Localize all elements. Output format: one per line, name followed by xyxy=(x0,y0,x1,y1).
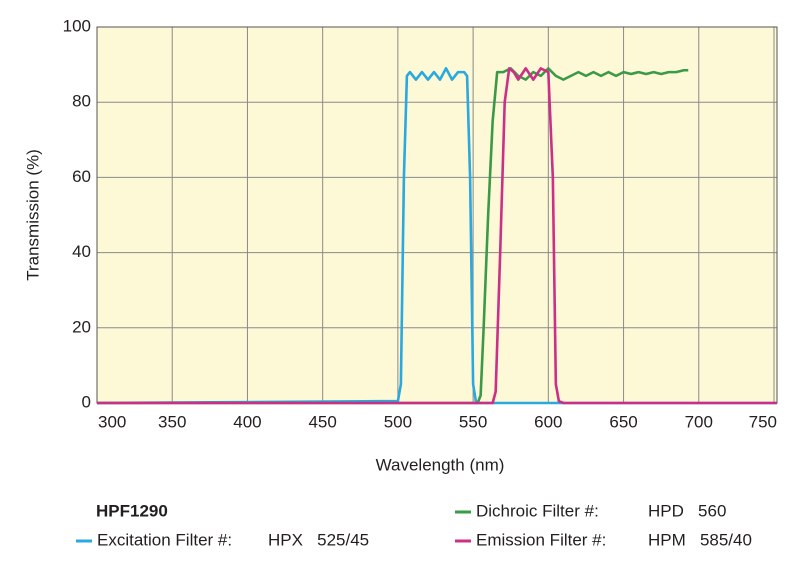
legend-label: Dichroic Filter #: xyxy=(476,501,599,520)
x-tick-label: 550 xyxy=(459,412,487,431)
y-tick-label: 60 xyxy=(72,167,91,186)
legend-label: Excitation Filter #: xyxy=(97,530,232,549)
legend-model: HPM 585/40 xyxy=(648,530,752,549)
x-tick-label: 400 xyxy=(233,412,261,431)
x-tick-label: 500 xyxy=(384,412,412,431)
legend-label: Emission Filter #: xyxy=(476,530,606,549)
x-tick-label: 350 xyxy=(158,412,186,431)
x-tick-label: 450 xyxy=(308,412,336,431)
y-tick-label: 20 xyxy=(72,317,91,336)
x-axis-label: Wavelength (nm) xyxy=(376,455,505,474)
legend-model: HPX 525/45 xyxy=(268,530,369,549)
legend-title: HPF1290 xyxy=(96,501,168,520)
legend-model: HPD 560 xyxy=(648,501,726,520)
plot-area xyxy=(97,27,777,403)
series-line xyxy=(96,67,777,405)
y-tick-label: 0 xyxy=(82,392,91,411)
y-tick-label: 100 xyxy=(63,16,91,35)
y-tick-label: 40 xyxy=(72,242,91,261)
x-tick-label: 650 xyxy=(609,412,637,431)
series-line xyxy=(97,67,777,405)
series-line xyxy=(97,67,689,405)
x-tick-label: 750 xyxy=(749,412,777,431)
y-tick-label: 80 xyxy=(72,92,91,111)
x-tick-label: 700 xyxy=(685,412,713,431)
y-axis-label: Transmission (%) xyxy=(23,149,42,281)
x-tick-label: 600 xyxy=(534,412,562,431)
x-tick-label: 300 xyxy=(98,412,126,431)
